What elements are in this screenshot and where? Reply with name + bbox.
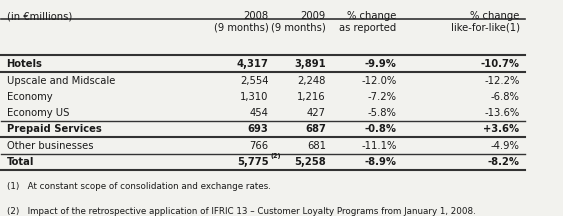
- Text: 1,216: 1,216: [297, 92, 326, 102]
- Text: 5,258: 5,258: [294, 157, 326, 167]
- Text: -7.2%: -7.2%: [368, 92, 396, 102]
- Text: 2,554: 2,554: [240, 76, 269, 86]
- Text: 687: 687: [305, 124, 326, 134]
- Text: 766: 766: [249, 141, 269, 151]
- Text: Total: Total: [7, 157, 34, 167]
- Text: -13.6%: -13.6%: [484, 108, 520, 118]
- Text: -8.9%: -8.9%: [365, 157, 396, 167]
- Text: Hotels: Hotels: [7, 59, 42, 69]
- Text: 3,891: 3,891: [294, 59, 326, 69]
- Text: % change
like-for-like(1): % change like-for-like(1): [450, 11, 520, 33]
- Text: 2008
(9 months): 2008 (9 months): [213, 11, 269, 33]
- Text: 2,248: 2,248: [297, 76, 326, 86]
- Text: -6.8%: -6.8%: [491, 92, 520, 102]
- Text: -9.9%: -9.9%: [365, 59, 396, 69]
- Text: -5.8%: -5.8%: [368, 108, 396, 118]
- Text: (2): (2): [271, 153, 282, 159]
- Text: 5,775: 5,775: [236, 157, 269, 167]
- Text: -11.1%: -11.1%: [361, 141, 396, 151]
- Text: -12.0%: -12.0%: [361, 76, 396, 86]
- Text: 454: 454: [249, 108, 269, 118]
- Text: (in €millions): (in €millions): [7, 11, 72, 21]
- Text: -10.7%: -10.7%: [481, 59, 520, 69]
- Text: 1,310: 1,310: [240, 92, 269, 102]
- Text: -12.2%: -12.2%: [484, 76, 520, 86]
- Text: 681: 681: [307, 141, 326, 151]
- Text: +3.6%: +3.6%: [484, 124, 520, 134]
- Text: -8.2%: -8.2%: [488, 157, 520, 167]
- Text: Upscale and Midscale: Upscale and Midscale: [7, 76, 115, 86]
- Text: 693: 693: [248, 124, 269, 134]
- Text: 2009
(9 months): 2009 (9 months): [271, 11, 326, 33]
- Text: (1)   At constant scope of consolidation and exchange rates.: (1) At constant scope of consolidation a…: [7, 182, 270, 191]
- Text: 427: 427: [307, 108, 326, 118]
- Text: -0.8%: -0.8%: [365, 124, 396, 134]
- Text: -4.9%: -4.9%: [491, 141, 520, 151]
- Text: % change
as reported: % change as reported: [339, 11, 396, 33]
- Text: (2)   Impact of the retrospective application of IFRIC 13 – Customer Loyalty Pro: (2) Impact of the retrospective applicat…: [7, 207, 475, 216]
- Text: 4,317: 4,317: [236, 59, 269, 69]
- Text: Other businesses: Other businesses: [7, 141, 93, 151]
- Text: Economy US: Economy US: [7, 108, 69, 118]
- Text: Prepaid Services: Prepaid Services: [7, 124, 101, 134]
- Text: Economy: Economy: [7, 92, 52, 102]
